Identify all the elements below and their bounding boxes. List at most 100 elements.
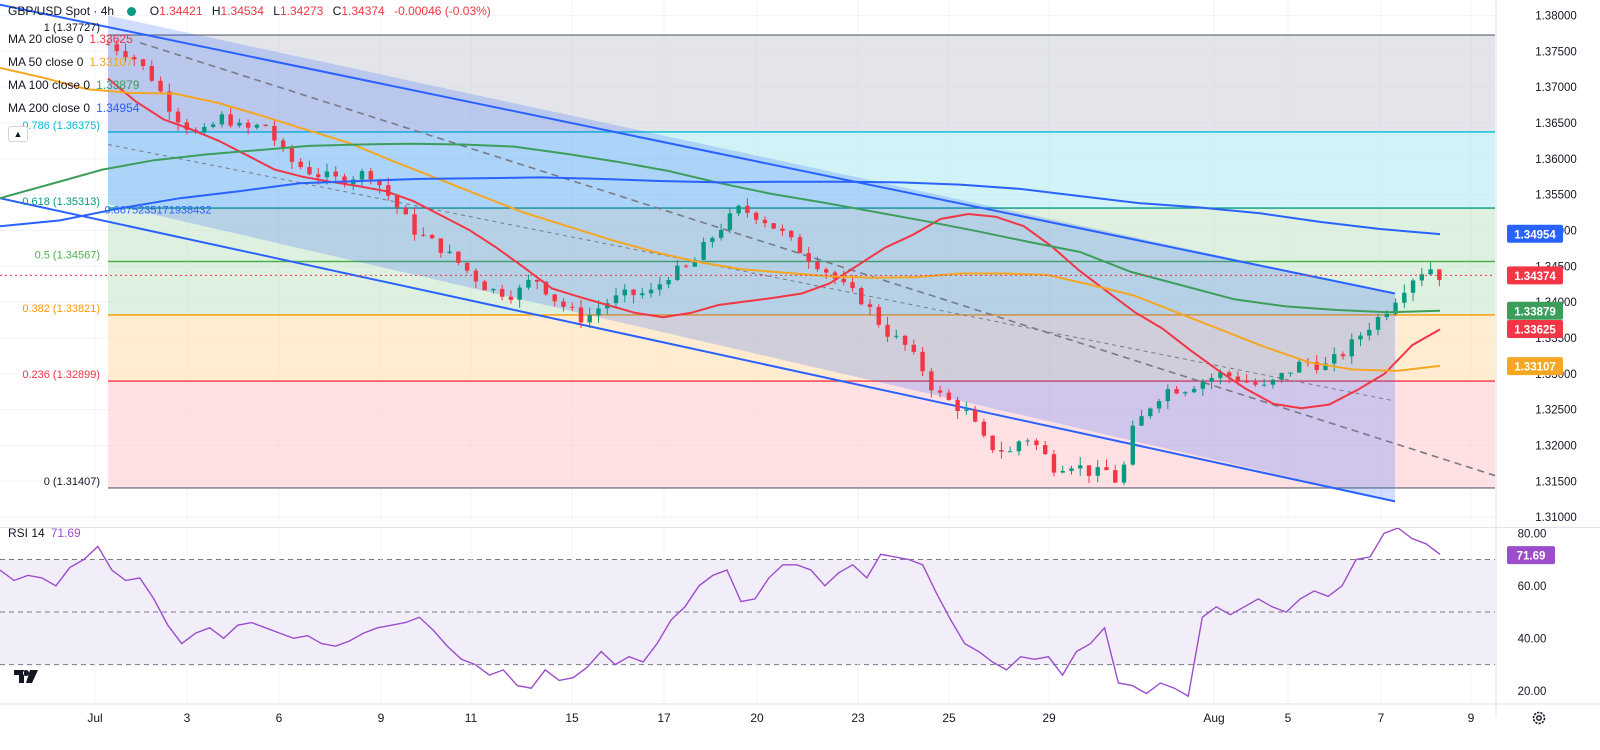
price-axis-bg xyxy=(1496,0,1600,528)
candle-body xyxy=(1402,292,1407,303)
rsi-pane[interactable]: 80.00 60.00 40.00 20.00 71.69 Jul 3 6 9 11 15 17 20… xyxy=(0,528,1600,750)
candle-body xyxy=(745,205,750,213)
candle-body xyxy=(596,308,601,316)
price-badge-label: 1.34954 xyxy=(1514,229,1556,241)
close-value: 1.34374 xyxy=(341,4,385,18)
candle-body xyxy=(333,171,338,177)
candle-body xyxy=(1086,465,1092,476)
candle-body xyxy=(1288,372,1293,374)
time-axis[interactable]: Jul 3 6 9 11 15 17 20 23 25 29 Aug 5 7 9 xyxy=(0,703,1600,725)
candle-body xyxy=(526,279,531,288)
ma100-label: MA 100 close 0 xyxy=(8,78,91,92)
candle-body xyxy=(464,262,470,271)
legend-ma200[interactable]: MA 200 close 0 1.34954 xyxy=(8,101,139,115)
price-badge xyxy=(1507,357,1563,376)
candle-body xyxy=(850,282,855,289)
price-tick-label: 1.38000 xyxy=(1535,10,1577,22)
candle-body xyxy=(1437,269,1442,280)
candle-body xyxy=(105,44,111,46)
candle-body xyxy=(228,114,233,126)
candle-body xyxy=(1007,451,1013,453)
candle-body xyxy=(859,288,864,305)
candle-body xyxy=(298,161,303,168)
candle-body xyxy=(307,167,312,175)
candle-body xyxy=(280,140,286,149)
candle-body xyxy=(1296,361,1302,373)
candle-body xyxy=(132,57,137,60)
price-badge-label: 1.33625 xyxy=(1514,325,1556,337)
rsi-value: 71.69 xyxy=(50,526,81,540)
candle-body xyxy=(473,270,479,282)
close-key: C xyxy=(332,4,342,18)
rsi-grid xyxy=(0,528,1495,704)
candle-body xyxy=(1078,465,1083,469)
candle-body xyxy=(1148,408,1153,417)
tradingview-logo-icon[interactable] xyxy=(12,666,42,688)
candle-body xyxy=(727,213,733,231)
candle-body xyxy=(447,251,452,253)
price-tick-label: 1.37500 xyxy=(1535,46,1577,58)
price-badge-label: 1.33879 xyxy=(1514,306,1556,318)
candle-body xyxy=(972,409,978,422)
market-status-icon xyxy=(127,7,137,16)
fib-level-label: 0.236 (1.32899) xyxy=(22,369,100,381)
candle-body xyxy=(736,205,741,214)
price-tick-label: 1.37000 xyxy=(1535,82,1577,94)
candle-body xyxy=(123,51,128,58)
interval-label[interactable]: 4h xyxy=(100,4,115,18)
candle-body xyxy=(1323,363,1328,370)
candle-body xyxy=(482,281,487,291)
title-separator: · xyxy=(93,4,98,18)
candle-body xyxy=(1253,382,1258,385)
fib-zone xyxy=(108,35,1495,132)
price-badge xyxy=(1507,320,1563,339)
candle-body xyxy=(1349,339,1354,357)
candle-body xyxy=(1226,372,1232,377)
price-chart[interactable]: 1 (1.37727) 0.786 (1.36375) 0.618 (1.35313… xyxy=(0,0,1600,528)
gear-icon[interactable] xyxy=(1531,710,1547,726)
ma-line xyxy=(0,66,1441,372)
candle-body xyxy=(158,80,163,92)
candle-body xyxy=(631,289,636,296)
candle-body xyxy=(710,237,715,242)
time-tick-label: 29 xyxy=(1042,711,1056,725)
candle-body xyxy=(1428,269,1433,275)
channel-upper-line xyxy=(0,3,1396,295)
legend-rsi[interactable]: RSI 14 71.69 xyxy=(8,526,81,540)
candle-body xyxy=(508,296,514,300)
candle-body xyxy=(1393,302,1398,314)
candle-body xyxy=(272,126,277,141)
candle-body xyxy=(683,265,689,267)
time-tick-label: 23 xyxy=(851,711,865,725)
legend-ma50[interactable]: MA 50 close 0 1.33107 xyxy=(8,55,133,69)
candle-body xyxy=(1244,381,1249,383)
low-value: 1.34273 xyxy=(279,4,324,18)
collapse-legend-button[interactable]: ▲ xyxy=(8,126,28,142)
candle-body xyxy=(640,293,645,296)
candle-body xyxy=(219,114,225,125)
price-axis[interactable]: 1.38000 1.37500 1.37000 1.36500 1.36000 1.355… xyxy=(0,0,1600,528)
candle-body xyxy=(368,171,373,180)
candle-body xyxy=(666,279,671,285)
candle-body xyxy=(263,124,268,127)
price-badges: 1.34954 1.34374 1.33879 1.33625 1.33107 xyxy=(1507,224,1563,376)
symbol-title[interactable]: GBP/USD Spot xyxy=(8,4,91,18)
fib-level-labels: 1 (1.37727) 0.786 (1.36375) 0.618 (1.35313… xyxy=(22,22,211,488)
legend-ma20[interactable]: MA 20 close 0 1.33625 xyxy=(8,32,133,46)
rsi-tick-label: 80.00 xyxy=(1518,528,1547,540)
candle-body xyxy=(316,174,321,178)
price-badge xyxy=(1507,266,1563,285)
high-value: 1.34534 xyxy=(220,4,264,18)
candle-body xyxy=(114,44,119,52)
rsi-tick-label: 20.00 xyxy=(1518,686,1547,698)
candle-body xyxy=(675,265,680,280)
candle-body xyxy=(324,171,330,178)
legend-ma100[interactable]: MA 100 close 0 1.33879 xyxy=(8,78,139,92)
rsi-axis: 80.00 60.00 40.00 20.00 71.69 xyxy=(1495,528,1600,750)
candle-body xyxy=(421,234,426,236)
candle-body xyxy=(1419,274,1425,281)
price-tick-label: 1.36000 xyxy=(1535,154,1577,166)
candle-body xyxy=(386,185,391,196)
candle-body xyxy=(254,124,260,128)
time-tick-label: 25 xyxy=(942,711,956,725)
